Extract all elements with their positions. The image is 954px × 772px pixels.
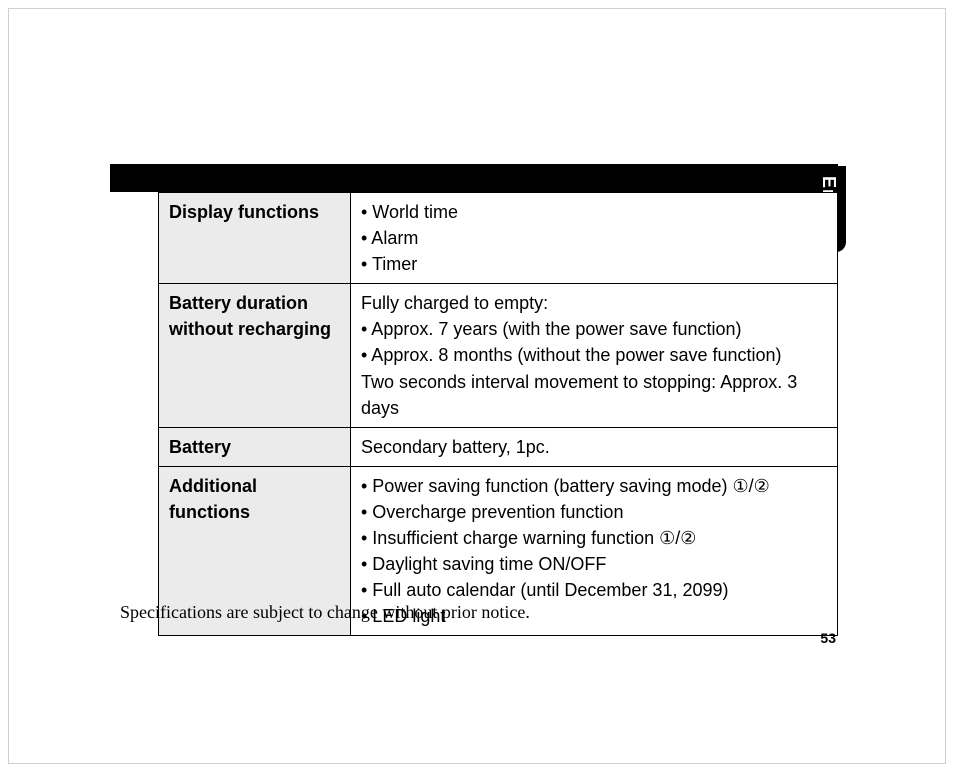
row-label: Battery duration without recharging	[159, 284, 351, 427]
value-line: • Power saving function (battery saving …	[361, 473, 827, 499]
page-number: 53	[820, 630, 836, 646]
specifications-tbody: Display functions• World time• Alarm• Ti…	[159, 193, 838, 636]
table-row: Display functions• World time• Alarm• Ti…	[159, 193, 838, 284]
value-line: • Full auto calendar (until December 31,…	[361, 577, 827, 603]
value-line: • Insufficient charge warning function ①…	[361, 525, 827, 551]
value-line: • Approx. 7 years (with the power save f…	[361, 316, 827, 342]
value-line: Secondary battery, 1pc.	[361, 434, 827, 460]
value-line: Two seconds interval movement to stoppin…	[361, 369, 827, 421]
value-line: • Overcharge prevention function	[361, 499, 827, 525]
value-line: • Approx. 8 months (without the power sa…	[361, 342, 827, 368]
specifications-table: Display functions• World time• Alarm• Ti…	[158, 192, 838, 636]
row-value: • World time• Alarm• Timer	[351, 193, 838, 284]
table-row: Battery Secondary battery, 1pc.	[159, 427, 838, 466]
value-line: • Timer	[361, 251, 827, 277]
value-line: Fully charged to empty:	[361, 290, 827, 316]
row-value: Fully charged to empty:• Approx. 7 years…	[351, 284, 838, 427]
table-row: Battery duration without rechargingFully…	[159, 284, 838, 427]
value-line: • Alarm	[361, 225, 827, 251]
row-label: Display functions	[159, 193, 351, 284]
value-line: • World time	[361, 199, 827, 225]
header-bar	[110, 164, 838, 192]
row-label: Battery	[159, 427, 351, 466]
value-line: • Daylight saving time ON/OFF	[361, 551, 827, 577]
row-value: Secondary battery, 1pc.	[351, 427, 838, 466]
footnote-text: Specifications are subject to change wit…	[120, 602, 840, 623]
